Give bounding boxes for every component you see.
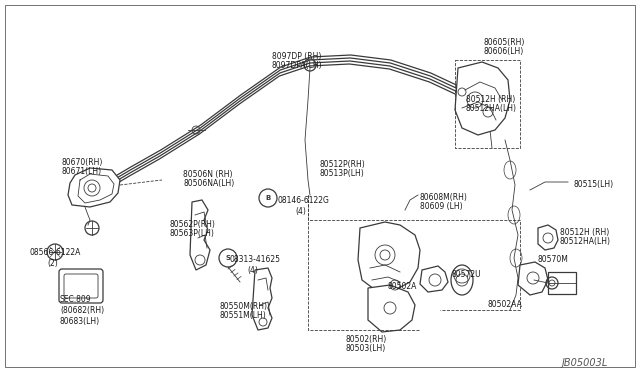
Text: 80572U: 80572U: [452, 270, 482, 279]
Text: 80671(LH): 80671(LH): [62, 167, 102, 176]
Polygon shape: [358, 222, 420, 292]
Text: 80512H (RH): 80512H (RH): [560, 228, 609, 237]
Polygon shape: [455, 62, 510, 135]
Text: 8097DPA(LH): 8097DPA(LH): [272, 61, 323, 70]
Text: 80512HA(LH): 80512HA(LH): [560, 237, 611, 246]
Text: 80512P(RH): 80512P(RH): [320, 160, 365, 169]
Text: S: S: [225, 255, 230, 261]
Text: 08146-6122G: 08146-6122G: [278, 196, 330, 205]
Text: 80609 (LH): 80609 (LH): [420, 202, 463, 211]
Bar: [548, 272, 576, 294]
Text: 80502AA: 80502AA: [487, 300, 522, 309]
Text: 80512H (RH): 80512H (RH): [466, 95, 515, 104]
Text: 80605(RH): 80605(RH): [483, 38, 524, 47]
Text: 80502(RH): 80502(RH): [345, 335, 387, 344]
Text: 80512HA(LH): 80512HA(LH): [466, 104, 517, 113]
Text: 80670(RH): 80670(RH): [62, 158, 104, 167]
Text: 80563P(LH): 80563P(LH): [170, 229, 215, 238]
Polygon shape: [68, 168, 120, 207]
Text: (4): (4): [295, 207, 306, 216]
Polygon shape: [538, 225, 558, 250]
Text: 80550M(RH): 80550M(RH): [220, 302, 268, 311]
Text: 80551M(LH): 80551M(LH): [220, 311, 267, 320]
Text: JB05003L: JB05003L: [562, 358, 608, 368]
Text: 80515(LH): 80515(LH): [574, 180, 614, 189]
Polygon shape: [368, 285, 415, 332]
Text: 80608M(RH): 80608M(RH): [420, 193, 468, 202]
Text: (2): (2): [47, 259, 58, 268]
Text: 80570M: 80570M: [537, 255, 568, 264]
Polygon shape: [252, 268, 272, 330]
Text: (4): (4): [247, 266, 258, 275]
Polygon shape: [518, 262, 548, 295]
Text: 80503(LH): 80503(LH): [345, 344, 385, 353]
FancyBboxPatch shape: [59, 269, 103, 303]
Text: (80682(RH): (80682(RH): [60, 306, 104, 315]
Text: 80502A: 80502A: [388, 282, 417, 291]
Text: 08566-6122A: 08566-6122A: [30, 248, 81, 257]
Polygon shape: [190, 200, 210, 270]
Polygon shape: [420, 266, 448, 292]
Text: 80562P(RH): 80562P(RH): [170, 220, 216, 229]
Text: 80606(LH): 80606(LH): [483, 47, 524, 56]
Text: 80513P(LH): 80513P(LH): [320, 169, 365, 178]
Text: 80506N (RH): 80506N (RH): [183, 170, 232, 179]
Text: SEC.809: SEC.809: [60, 295, 92, 304]
Text: B: B: [266, 195, 271, 201]
Text: 8097DP (RH): 8097DP (RH): [272, 52, 321, 61]
Text: 80683(LH): 80683(LH): [60, 317, 100, 326]
Text: 80506NA(LH): 80506NA(LH): [183, 179, 234, 188]
Text: 08313-41625: 08313-41625: [230, 255, 281, 264]
